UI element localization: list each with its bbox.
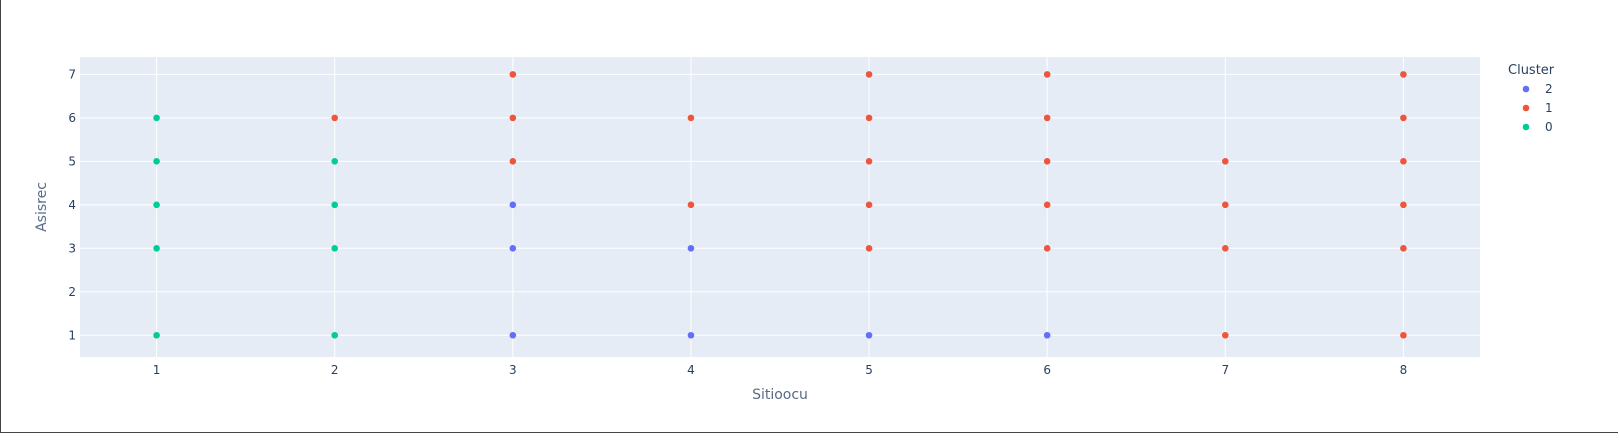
data-point-cluster-0 xyxy=(153,331,160,339)
legend-label-2: 2 xyxy=(1545,82,1553,96)
x-axis-title: Sitioocu xyxy=(752,387,808,403)
data-point-cluster-0 xyxy=(331,158,339,165)
legend-label-1: 1 xyxy=(1545,101,1553,115)
legend: Cluster 2 1 0 xyxy=(1508,63,1555,134)
plot-area xyxy=(80,57,1480,357)
data-point-cluster-1 xyxy=(331,114,339,122)
data-point-cluster-2 xyxy=(509,331,517,339)
data-point-cluster-2 xyxy=(509,201,517,209)
data-point-cluster-1 xyxy=(1043,201,1051,209)
y-tick-label: 1 xyxy=(68,328,76,342)
data-point-cluster-1 xyxy=(1221,245,1229,252)
y-tick-labels: 1 2 3 4 5 6 7 xyxy=(68,67,76,342)
legend-title: Cluster xyxy=(1508,63,1555,78)
data-point-cluster-1 xyxy=(865,201,873,209)
data-point-cluster-1 xyxy=(1221,201,1229,209)
data-point-cluster-1 xyxy=(1043,114,1051,122)
data-point-cluster-1 xyxy=(865,71,873,78)
legend-marker-1 xyxy=(1522,104,1530,112)
data-point-cluster-0 xyxy=(153,114,160,122)
y-tick-label: 7 xyxy=(68,67,76,81)
y-tick-label: 6 xyxy=(68,111,76,125)
legend-marker-0 xyxy=(1522,123,1530,131)
data-point-cluster-1 xyxy=(865,114,873,122)
data-point-cluster-0 xyxy=(331,201,339,209)
data-point-cluster-1 xyxy=(865,158,873,165)
data-point-cluster-1 xyxy=(1221,158,1229,165)
data-point-cluster-1 xyxy=(1400,71,1407,78)
data-point-cluster-2 xyxy=(687,331,695,339)
legend-label-0: 0 xyxy=(1545,120,1553,134)
x-tick-label: 5 xyxy=(865,363,873,377)
data-point-cluster-0 xyxy=(153,245,160,252)
data-point-cluster-0 xyxy=(331,245,339,252)
y-tick-label: 5 xyxy=(68,154,76,168)
data-point-cluster-2 xyxy=(1043,331,1051,339)
data-point-cluster-1 xyxy=(1400,331,1407,339)
x-tick-label: 2 xyxy=(331,363,339,377)
data-point-cluster-1 xyxy=(1400,245,1407,252)
x-tick-label: 4 xyxy=(687,363,695,377)
y-tick-label: 4 xyxy=(68,198,76,212)
y-tick-label: 3 xyxy=(68,241,76,255)
x-tick-label: 6 xyxy=(1043,363,1051,377)
page-frame xyxy=(0,0,1618,433)
data-point-cluster-2 xyxy=(865,331,873,339)
y-tick-label: 2 xyxy=(68,285,76,299)
data-point-cluster-1 xyxy=(1043,245,1051,252)
data-point-cluster-1 xyxy=(1043,158,1051,165)
data-point-cluster-0 xyxy=(331,331,339,339)
data-point-cluster-2 xyxy=(687,245,695,252)
data-point-cluster-1 xyxy=(1400,158,1407,165)
data-point-cluster-1 xyxy=(1043,71,1051,78)
x-tick-label: 7 xyxy=(1221,363,1229,377)
y-axis-title: Asisrec xyxy=(34,182,50,232)
data-points xyxy=(153,71,1407,339)
data-point-cluster-1 xyxy=(687,201,695,209)
data-point-cluster-0 xyxy=(153,201,160,209)
x-tick-label: 1 xyxy=(153,363,161,377)
data-point-cluster-1 xyxy=(687,114,695,122)
x-tick-label: 8 xyxy=(1400,363,1408,377)
data-point-cluster-0 xyxy=(153,158,160,165)
x-tick-label: 3 xyxy=(509,363,517,377)
data-point-cluster-1 xyxy=(509,71,517,78)
data-point-cluster-1 xyxy=(509,158,517,165)
data-point-cluster-1 xyxy=(865,245,873,252)
data-point-cluster-1 xyxy=(1400,114,1407,122)
data-point-cluster-1 xyxy=(1400,201,1407,209)
x-tick-labels: 1 2 3 4 5 6 7 8 xyxy=(153,363,1407,377)
data-point-cluster-1 xyxy=(1221,331,1229,339)
data-point-cluster-1 xyxy=(509,114,517,122)
legend-marker-2 xyxy=(1522,85,1530,93)
data-point-cluster-2 xyxy=(509,245,517,252)
